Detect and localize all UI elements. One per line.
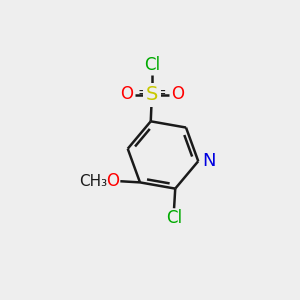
Text: N: N bbox=[202, 152, 215, 170]
Text: =: = bbox=[137, 86, 149, 100]
Text: O: O bbox=[106, 172, 119, 190]
Text: O: O bbox=[120, 85, 133, 103]
Text: Cl: Cl bbox=[166, 209, 182, 227]
Text: Cl: Cl bbox=[144, 56, 160, 74]
Text: S: S bbox=[146, 85, 158, 104]
Text: O: O bbox=[171, 85, 184, 103]
Text: CH₃: CH₃ bbox=[80, 174, 108, 189]
Text: =: = bbox=[155, 86, 167, 100]
